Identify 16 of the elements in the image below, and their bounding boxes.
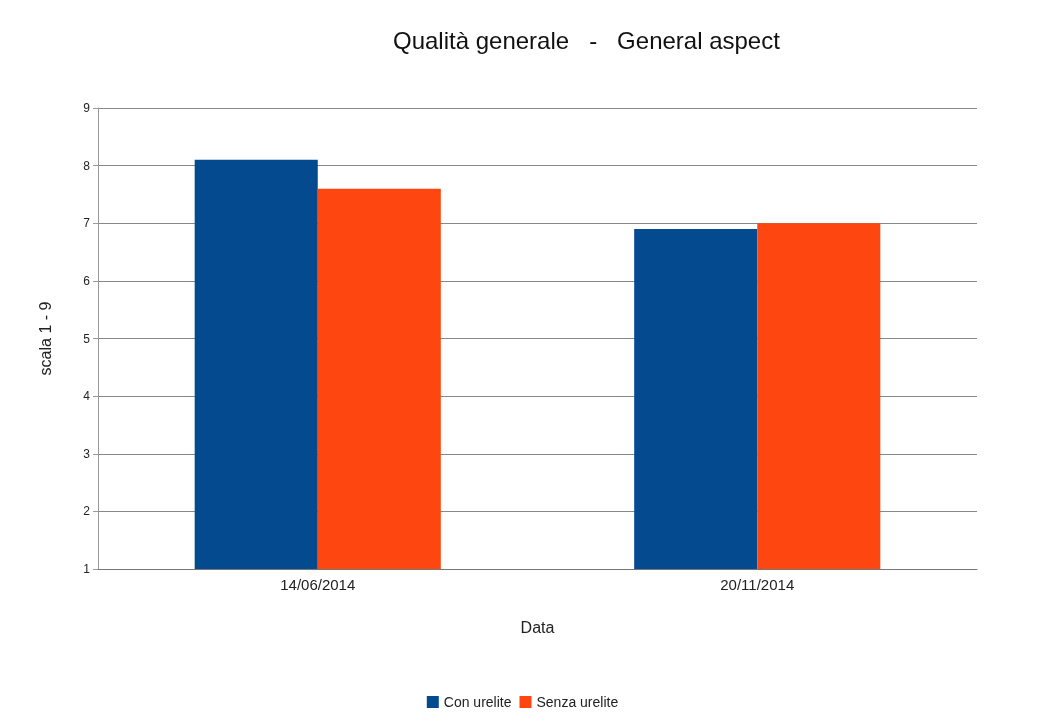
y-tick-label: 6 <box>83 273 91 288</box>
legend-label: Con urelite <box>443 694 512 710</box>
y-tick-label: 1 <box>83 562 91 576</box>
chart-title: Qualità generale - General aspect <box>393 26 781 54</box>
y-tick-label: 9 <box>83 101 91 115</box>
y-tick-label: 7 <box>83 216 91 231</box>
x-tick-label: 20/11/2014 <box>720 576 795 593</box>
y-axis-title: scala 1 - 9 <box>36 301 54 376</box>
x-tick-label: 14/06/2014 <box>280 576 356 593</box>
x-axis-title: Data <box>520 618 555 636</box>
legend-label: Senza urelite <box>536 694 619 710</box>
y-tick-label: 8 <box>83 158 91 173</box>
y-tick-label: 5 <box>83 331 91 346</box>
y-tick-label: 3 <box>83 446 91 461</box>
y-tick-label: 4 <box>83 389 91 404</box>
y-tick-label: 2 <box>83 504 91 519</box>
